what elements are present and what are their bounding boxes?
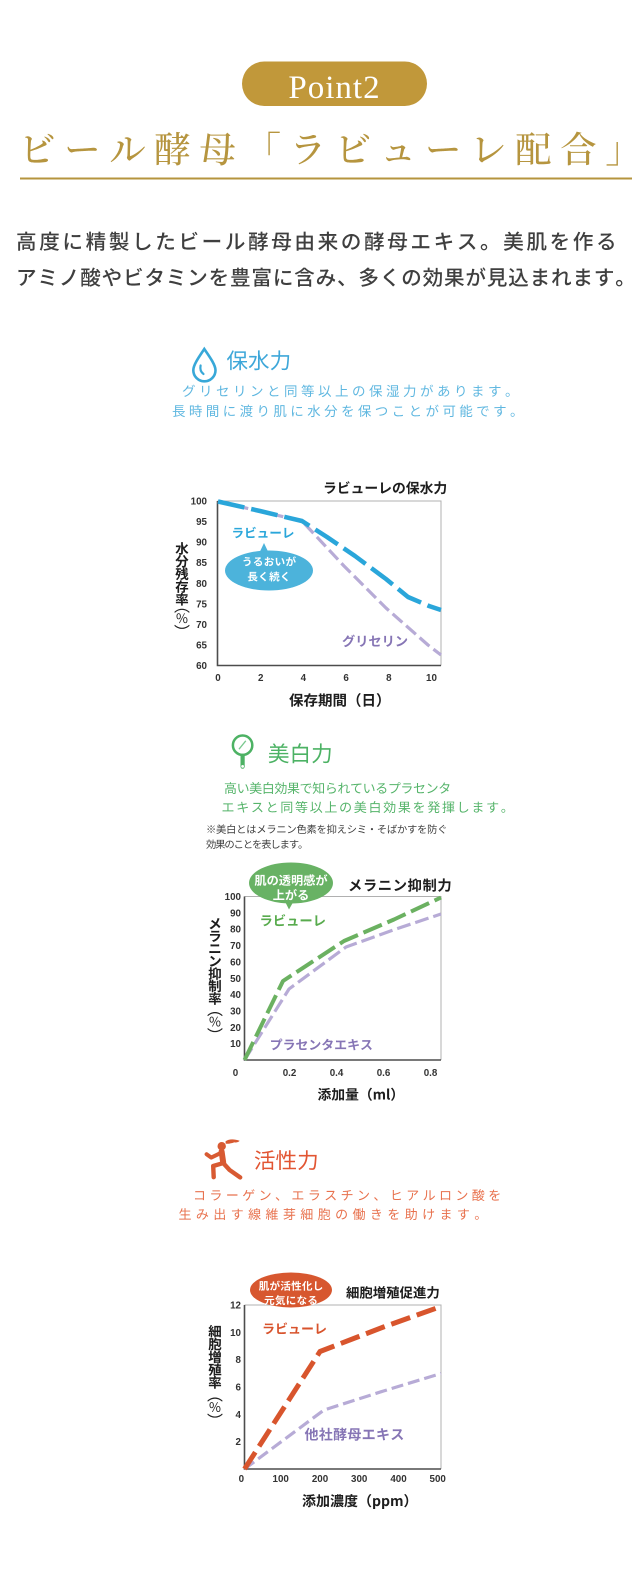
svg-text:95: 95 <box>196 517 207 528</box>
svg-text:4: 4 <box>236 1410 242 1421</box>
svg-text:12: 12 <box>230 1301 241 1312</box>
svg-text:10: 10 <box>426 673 437 684</box>
svg-text:75: 75 <box>196 599 207 610</box>
svg-text:6: 6 <box>343 673 349 684</box>
svg-text:100: 100 <box>225 892 242 903</box>
svg-text:2: 2 <box>236 1437 242 1448</box>
svg-text:40: 40 <box>230 990 241 1001</box>
svg-text:10: 10 <box>230 1039 241 1050</box>
svg-text:30: 30 <box>230 1007 241 1018</box>
svg-text:100: 100 <box>191 497 208 508</box>
svg-text:0.4: 0.4 <box>330 1068 344 1079</box>
svg-text:8: 8 <box>236 1355 242 1366</box>
svg-text:80: 80 <box>196 579 207 590</box>
svg-text:0.8: 0.8 <box>424 1068 438 1079</box>
svg-text:300: 300 <box>351 1474 368 1485</box>
svg-text:50: 50 <box>230 974 241 985</box>
svg-text:100: 100 <box>273 1474 290 1485</box>
svg-text:60: 60 <box>196 661 207 672</box>
svg-text:70: 70 <box>230 941 241 952</box>
svg-text:0.2: 0.2 <box>283 1068 297 1079</box>
svg-text:65: 65 <box>196 640 207 651</box>
svg-text:20: 20 <box>230 1023 241 1034</box>
svg-text:6: 6 <box>236 1383 242 1394</box>
svg-text:500: 500 <box>430 1474 447 1485</box>
svg-text:4: 4 <box>301 673 307 684</box>
svg-text:0: 0 <box>239 1474 245 1485</box>
svg-text:0: 0 <box>215 673 221 684</box>
svg-text:0.6: 0.6 <box>377 1068 391 1079</box>
svg-text:8: 8 <box>386 673 392 684</box>
svg-text:10: 10 <box>230 1328 241 1339</box>
svg-text:2: 2 <box>258 673 264 684</box>
svg-text:200: 200 <box>312 1474 329 1485</box>
svg-text:400: 400 <box>390 1474 407 1485</box>
svg-text:0: 0 <box>233 1068 239 1079</box>
svg-text:90: 90 <box>196 538 207 549</box>
svg-text:70: 70 <box>196 620 207 631</box>
svg-text:85: 85 <box>196 558 207 569</box>
svg-text:90: 90 <box>230 908 241 919</box>
svg-text:Point2: Point2 <box>288 70 380 106</box>
svg-text:80: 80 <box>230 925 241 936</box>
svg-text:60: 60 <box>230 957 241 968</box>
